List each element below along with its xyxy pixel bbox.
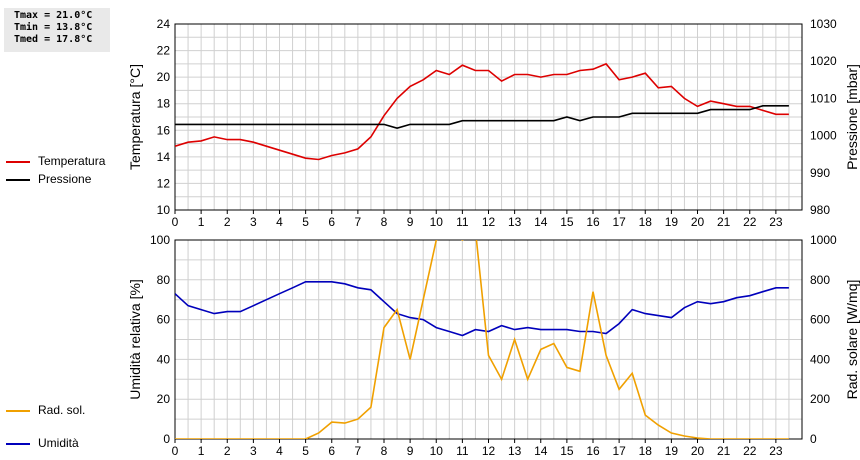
x-tick-label: 13 — [508, 215, 522, 229]
legend-pressure-label: Pressione — [38, 172, 92, 186]
y-left-tick-label: 10 — [157, 203, 171, 217]
x-tick-label: 17 — [612, 444, 626, 458]
x-tick-label: 14 — [534, 215, 548, 229]
x-tick-label: 6 — [328, 215, 335, 229]
y-left-tick-label: 24 — [157, 17, 171, 31]
legend-temperature-label: Temperatura — [38, 154, 106, 168]
x-tick-label: 13 — [508, 444, 522, 458]
series-pressione-line — [175, 105, 789, 130]
y-right-tick-label: 400 — [810, 352, 830, 366]
x-tick-label: 10 — [430, 215, 444, 229]
y-left-axis-label: Umidità relativa [%] — [127, 279, 143, 400]
y-right-axis-label: Rad. solare [W/mq] — [844, 280, 860, 400]
stats-box: Tmax = 21.0°C Tmin = 13.8°C Tmed = 17.8°… — [4, 8, 110, 52]
x-tick-label: 4 — [276, 215, 283, 229]
series-umidit-line — [175, 281, 789, 337]
x-tick-label: 21 — [717, 215, 731, 229]
x-tick-label: 16 — [586, 444, 600, 458]
y-left-tick-label: 80 — [157, 273, 171, 287]
legend-radiation-swatch — [6, 409, 30, 412]
x-tick-label: 3 — [250, 215, 257, 229]
y-left-tick-label: 22 — [157, 44, 171, 58]
x-tick-label: 7 — [355, 215, 362, 229]
tmed-text: Tmed = 17.8°C — [14, 34, 93, 45]
x-tick-label: 11 — [456, 444, 469, 458]
legend-temperature-swatch — [6, 160, 30, 163]
y-left-axis-label: Temperatura [°C] — [127, 64, 143, 170]
x-tick-label: 1 — [198, 444, 205, 458]
x-tick-label: 22 — [743, 215, 757, 229]
legend-humidity: Umidità — [6, 436, 79, 450]
x-tick-label: 11 — [456, 215, 469, 229]
legend-pressure-swatch — [6, 178, 30, 181]
x-tick-label: 15 — [560, 444, 574, 458]
x-tick-label: 10 — [430, 444, 444, 458]
y-left-tick-label: 40 — [157, 352, 171, 366]
x-tick-label: 12 — [482, 444, 496, 458]
x-tick-label: 9 — [407, 444, 414, 458]
x-tick-label: 2 — [224, 444, 231, 458]
x-tick-label: 16 — [586, 215, 600, 229]
y-left-tick-label: 20 — [157, 70, 171, 84]
y-right-tick-label: 1030 — [810, 17, 837, 31]
y-left-tick-label: 12 — [157, 176, 171, 190]
y-left-tick-label: 18 — [157, 97, 171, 111]
y-right-tick-label: 600 — [810, 313, 830, 327]
y-right-tick-label: 990 — [810, 166, 830, 180]
x-tick-label: 14 — [534, 444, 548, 458]
series-rad-sol-line — [175, 240, 789, 439]
y-right-tick-label: 1000 — [810, 233, 837, 247]
x-tick-label: 20 — [691, 444, 705, 458]
x-tick-label: 21 — [717, 444, 731, 458]
x-tick-label: 19 — [665, 444, 679, 458]
x-tick-label: 23 — [769, 215, 783, 229]
x-tick-label: 12 — [482, 215, 496, 229]
y-right-tick-label: 0 — [810, 432, 817, 446]
x-tick-label: 20 — [691, 215, 705, 229]
x-tick-label: 15 — [560, 215, 574, 229]
y-left-tick-label: 20 — [157, 392, 171, 406]
y-left-tick-label: 16 — [157, 123, 171, 137]
y-right-tick-label: 1010 — [810, 91, 837, 105]
y-right-tick-label: 1020 — [810, 54, 837, 68]
y-left-tick-label: 60 — [157, 313, 171, 327]
tmin-text: Tmin = 13.8°C — [14, 22, 93, 33]
series-temperatura-line — [175, 62, 789, 161]
legend-humidity-swatch — [6, 442, 30, 445]
x-tick-label: 18 — [639, 444, 653, 458]
y-left-tick-label: 14 — [157, 150, 171, 164]
y-right-tick-label: 980 — [810, 203, 830, 217]
x-tick-label: 22 — [743, 444, 757, 458]
x-tick-label: 23 — [769, 444, 783, 458]
x-tick-label: 3 — [250, 444, 257, 458]
legend-humidity-label: Umidità — [38, 436, 79, 450]
tmax-text: Tmax = 21.0°C — [14, 10, 93, 21]
x-tick-label: 19 — [665, 215, 679, 229]
x-tick-label: 6 — [328, 444, 335, 458]
x-tick-label: 8 — [381, 444, 388, 458]
y-right-axis-label: Pressione [mbar] — [844, 64, 860, 170]
y-left-tick-label: 0 — [163, 432, 170, 446]
x-tick-label: 18 — [639, 215, 653, 229]
legend-temperature: Temperatura — [6, 154, 105, 168]
legend-radiation: Rad. sol. — [6, 403, 85, 417]
y-right-tick-label: 200 — [810, 392, 830, 406]
y-left-tick-label: 100 — [150, 233, 170, 247]
x-tick-label: 7 — [355, 444, 362, 458]
y-right-tick-label: 1000 — [810, 129, 837, 143]
x-tick-label: 1 — [198, 215, 205, 229]
legend-pressure: Pressione — [6, 172, 91, 186]
x-tick-label: 0 — [172, 215, 179, 229]
x-tick-label: 5 — [302, 215, 309, 229]
x-tick-label: 0 — [172, 444, 179, 458]
x-tick-label: 2 — [224, 215, 231, 229]
x-tick-label: 9 — [407, 215, 414, 229]
x-tick-label: 5 — [302, 444, 309, 458]
x-tick-label: 4 — [276, 444, 283, 458]
legend-radiation-label: Rad. sol. — [38, 403, 86, 417]
x-tick-label: 8 — [381, 215, 388, 229]
y-right-tick-label: 800 — [810, 273, 830, 287]
x-tick-label: 17 — [612, 215, 626, 229]
